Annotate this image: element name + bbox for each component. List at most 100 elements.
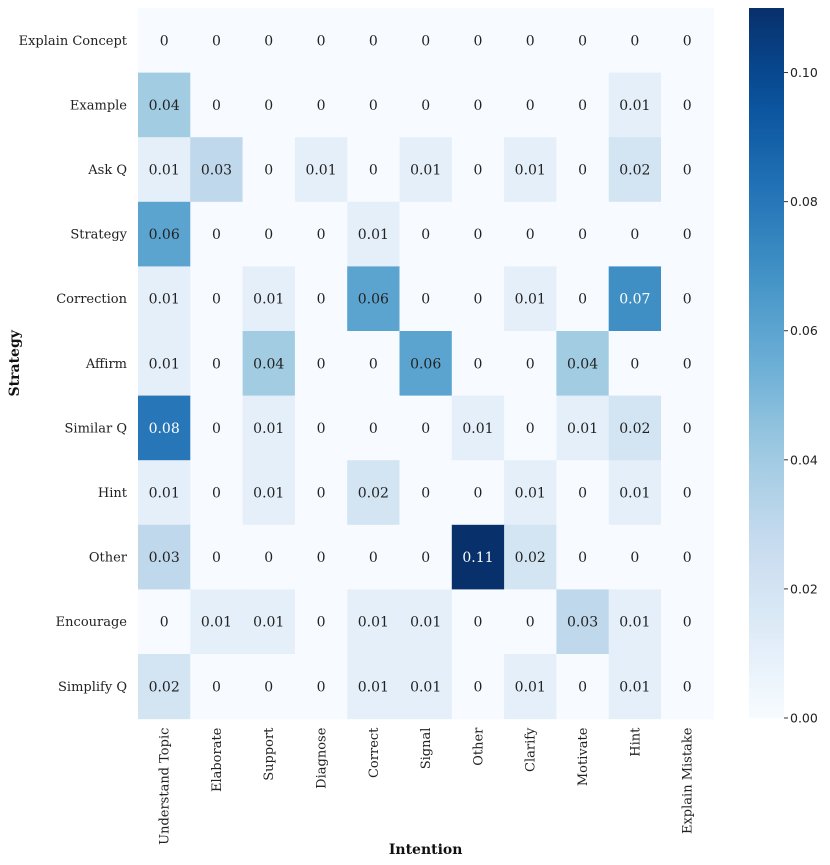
cell-value-label: 0 [526, 356, 535, 372]
cell-value-label: 0 [264, 550, 273, 566]
cell-value-label: 0 [369, 163, 378, 179]
cell-value-label: 0.02 [358, 486, 389, 502]
heatmap-cell [190, 72, 244, 138]
heatmap-cell [451, 460, 505, 526]
column-label: Signal [419, 728, 434, 770]
heatmap-cell [399, 137, 453, 203]
cell-value-label: 0 [578, 163, 587, 179]
heatmap-cell [451, 8, 505, 74]
row-label: Explain Concept [19, 34, 128, 49]
cell-value-label: 0.06 [410, 356, 441, 372]
heatmap-cell [190, 8, 244, 74]
cell-value-label: 0.01 [515, 163, 546, 179]
cell-value-label: 0 [683, 98, 692, 114]
heatmap-cell [608, 524, 662, 590]
cell-value-label: 0 [421, 33, 430, 49]
cell-value-label: 0 [630, 550, 639, 566]
heatmap-cell [504, 8, 557, 74]
cell-value-label: 0 [630, 33, 639, 49]
cell-value-label: 0 [421, 227, 430, 243]
x-axis-title: Intention [389, 842, 463, 858]
heatmap-cell [451, 266, 505, 332]
cell-value-label: 0 [317, 550, 326, 566]
cell-value-label: 0.02 [149, 679, 180, 695]
heatmap-cell [190, 460, 244, 526]
cell-value-label: 0 [683, 227, 692, 243]
cell-value-label: 0 [421, 421, 430, 437]
heatmap-cell [661, 589, 714, 655]
cell-value-label: 0.01 [567, 421, 598, 437]
cell-value-label: 0 [578, 550, 587, 566]
cell-value-label: 0 [160, 33, 169, 49]
cell-value-label: 0 [212, 33, 221, 49]
cell-value-label: 0 [317, 98, 326, 114]
cell-value-label: 0 [264, 163, 273, 179]
cell-value-label: 0 [212, 292, 221, 308]
cell-value-label: 0.01 [201, 615, 232, 631]
heatmap-cell [294, 524, 348, 590]
heatmap-cell [242, 72, 296, 138]
cell-value-label: 0 [630, 227, 639, 243]
heatmap-cell [451, 654, 505, 720]
heatmap-cell [294, 395, 348, 461]
cell-value-label: 0 [369, 98, 378, 114]
cell-value-label: 0 [683, 163, 692, 179]
heatmap-cell [190, 524, 244, 590]
cell-value-label: 0 [578, 679, 587, 695]
heatmap-cell [608, 266, 662, 332]
column-label: Hint [628, 727, 643, 757]
row-label: Example [70, 98, 127, 113]
heatmap-cell [556, 137, 610, 203]
cell-value-label: 0 [264, 227, 273, 243]
heatmap-cell [399, 331, 453, 397]
cell-value-label: 0.01 [149, 356, 180, 372]
heatmap-cell [242, 201, 296, 267]
column-label: Support [262, 727, 277, 781]
heatmap-cell [451, 72, 505, 138]
column-label: Elaborate [210, 727, 225, 792]
cell-value-label: 0 [212, 356, 221, 372]
heatmap-cell [138, 266, 191, 332]
cell-value-label: 0 [473, 33, 482, 49]
heatmap-cell [138, 589, 191, 655]
cell-value-label: 0.01 [253, 615, 284, 631]
heatmap-cell [138, 8, 191, 74]
heatmap-cell [661, 331, 714, 397]
cell-value-label: 0 [526, 98, 535, 114]
heatmap-cell [347, 72, 401, 138]
cell-value-label: 0 [578, 33, 587, 49]
cell-value-label: 0.02 [619, 421, 650, 437]
row-label: Correction [56, 292, 127, 307]
row-label: Ask Q [87, 163, 127, 178]
heatmap-cell [451, 589, 505, 655]
cell-value-label: 0.01 [462, 421, 493, 437]
cell-value-label: 0.03 [149, 550, 180, 566]
heatmap-cell [138, 137, 191, 203]
row-label: Encourage [56, 615, 128, 630]
cell-value-label: 0 [212, 421, 221, 437]
cell-value-label: 0 [578, 227, 587, 243]
cell-value-label: 0.02 [515, 550, 546, 566]
heatmap-cell [138, 331, 191, 397]
column-labels: Understand Topic Elaborate Support Diagnose… [158, 727, 696, 845]
cell-value-label: 0 [212, 550, 221, 566]
row-label: Similar Q [65, 421, 127, 436]
cell-value-label: 0.01 [619, 486, 650, 502]
heatmap-cell [608, 137, 662, 203]
heatmap-cell [399, 395, 453, 461]
cell-value-label: 0 [526, 33, 535, 49]
heatmap-cell [399, 201, 453, 267]
heatmap-cell [347, 654, 401, 720]
heatmap-cell [451, 331, 505, 397]
cell-value-label: 0 [317, 421, 326, 437]
cell-value-label: 0 [473, 679, 482, 695]
heatmap-cell [242, 331, 296, 397]
heatmap-cell [190, 137, 244, 203]
heatmap-cell [451, 524, 505, 590]
heatmap-cell [138, 72, 191, 138]
heatmap-cell [242, 8, 296, 74]
row-labels: Explain Concept Example Ask Q Strategy Corre… [19, 34, 128, 695]
cell-value-label: 0 [526, 227, 535, 243]
cell-value-label: 0 [317, 292, 326, 308]
heatmap-cell [138, 460, 191, 526]
